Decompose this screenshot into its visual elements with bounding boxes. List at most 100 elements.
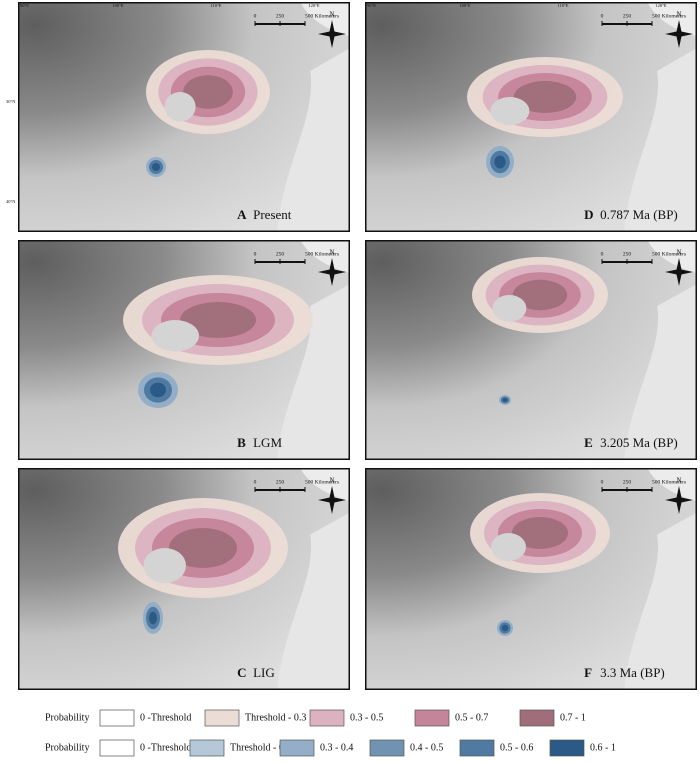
- sea: [276, 512, 350, 690]
- scale-label: 0: [601, 251, 604, 257]
- legend-label: 0.6 - 1: [590, 742, 616, 753]
- longitude-label: 100°E: [112, 3, 124, 8]
- legend-swatch: [279, 739, 315, 757]
- north-label: N: [329, 249, 334, 257]
- scale-label: 0: [601, 479, 604, 485]
- sea-north: [647, 468, 697, 502]
- panel-letter: A: [237, 207, 247, 222]
- panel-border: [365, 240, 697, 460]
- longitude-label: 90°E: [367, 3, 376, 8]
- legend-label: 0.5 - 0.7: [455, 712, 488, 723]
- scale-label: 500 Kilometers: [652, 13, 686, 19]
- refugia-area: [501, 624, 509, 632]
- scale-label: 0: [601, 13, 604, 19]
- scale-label: 0: [254, 479, 257, 485]
- panel-label: Present: [253, 207, 292, 222]
- panel-border: [18, 468, 350, 690]
- panel-label: 0.787 Ma (BP): [600, 207, 678, 222]
- refugia-area: [152, 163, 160, 171]
- sea: [623, 48, 697, 232]
- scale-label: 250: [623, 251, 632, 257]
- north-label: N: [329, 477, 334, 485]
- scale-label: 500 Kilometers: [652, 479, 686, 485]
- suitability-area: [512, 279, 568, 311]
- legend-label: Threshold - 0.3: [245, 712, 306, 723]
- legend-swatch: [309, 709, 345, 727]
- panel-letter: F: [584, 665, 592, 680]
- suitability-area: [169, 528, 237, 568]
- scale-label: 500 Kilometers: [652, 251, 686, 257]
- scale-label: 250: [623, 13, 632, 19]
- north-arrow: [665, 258, 693, 286]
- sea: [623, 284, 697, 460]
- refugia-area: [149, 611, 157, 625]
- sea-north: [300, 2, 350, 37]
- panel-label: 3.205 Ma (BP): [600, 435, 678, 450]
- legend-swatch: [369, 739, 405, 757]
- legend-swatch: [519, 709, 555, 727]
- panel-letter: E: [584, 435, 593, 450]
- legend-title: Probability: [45, 712, 89, 723]
- north-label: N: [329, 11, 334, 19]
- suitability-area: [513, 81, 577, 113]
- legend-label: 0 -Threshold: [140, 712, 191, 723]
- longitude-label: 110°E: [210, 3, 221, 8]
- legend-swatch: [414, 709, 450, 727]
- latitude-label: 30°N: [6, 99, 16, 104]
- scale-label: 500 Kilometers: [305, 479, 339, 485]
- legend-swatch: [459, 739, 495, 757]
- scale-label: 500 Kilometers: [305, 13, 339, 19]
- scale-label: 250: [276, 13, 285, 19]
- north-arrow: [318, 258, 346, 286]
- panel-label: LGM: [253, 435, 282, 450]
- legend-label: 0.7 - 1: [560, 712, 586, 723]
- longitude-label: 120°E: [308, 3, 320, 8]
- basin-gap: [490, 97, 530, 125]
- panel-letter: D: [584, 207, 593, 222]
- panel-border: [365, 468, 697, 690]
- basin-gap: [151, 320, 199, 352]
- panel-border: [18, 2, 350, 232]
- legend-swatch: [549, 739, 585, 757]
- legend-swatch: [204, 709, 240, 727]
- basin-gap: [143, 548, 186, 583]
- north-label: N: [676, 477, 681, 485]
- north-arrow: [665, 20, 693, 48]
- legend-swatch: [99, 739, 135, 757]
- longitude-label: 120°E: [655, 3, 667, 8]
- panel-letter: C: [237, 665, 246, 680]
- basin-gap: [164, 92, 196, 122]
- basin-gap: [491, 533, 526, 561]
- legend-label: 0.4 - 0.5: [410, 742, 443, 753]
- north-label: N: [676, 249, 681, 257]
- sea-north: [647, 2, 697, 37]
- legend-label: 0.3 - 0.5: [350, 712, 383, 723]
- scale-label: 250: [623, 479, 632, 485]
- legend-label: 0.3 - 0.4: [320, 742, 353, 753]
- north-arrow: [665, 486, 693, 514]
- longitude-label: 110°E: [557, 3, 568, 8]
- scale-label: 500 Kilometers: [305, 251, 339, 257]
- scale-label: 250: [276, 251, 285, 257]
- longitude-label: 90°E: [20, 3, 29, 8]
- refugia-area: [494, 155, 506, 169]
- panel-border: [365, 2, 697, 232]
- latitude-label: 40°N: [6, 199, 16, 204]
- sea-north: [647, 240, 697, 273]
- sea: [623, 512, 697, 690]
- scale-label: 250: [276, 479, 285, 485]
- panel-border: [18, 240, 350, 460]
- suitability-area: [183, 75, 233, 109]
- panel-label: 3.3 Ma (BP): [600, 665, 665, 680]
- legend-label: Threshold - 0.3: [230, 742, 291, 753]
- north-label: N: [676, 11, 681, 19]
- north-arrow: [318, 486, 346, 514]
- longitude-label: 100°E: [459, 3, 471, 8]
- panel-letter: B: [237, 435, 246, 450]
- sea: [276, 48, 350, 232]
- basin-gap: [492, 295, 527, 322]
